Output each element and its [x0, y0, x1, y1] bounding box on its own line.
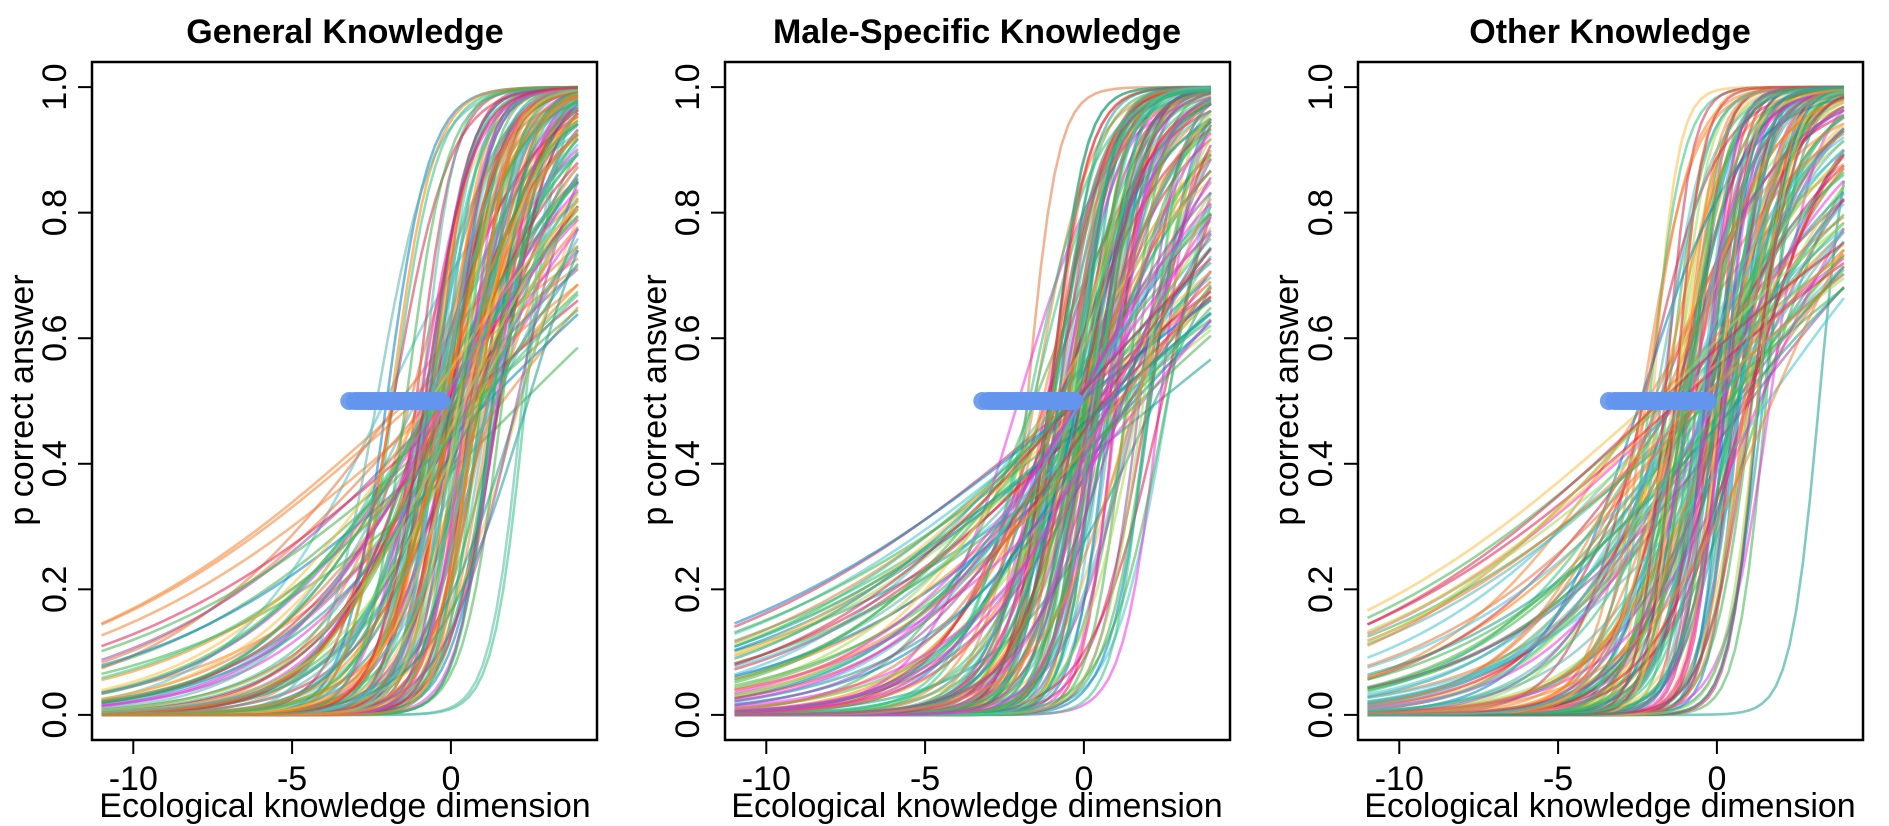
plot-content — [1366, 85, 1846, 717]
panel-title: Other Knowledge — [1469, 13, 1750, 51]
item-curve — [101, 199, 579, 712]
item-curve — [101, 133, 579, 716]
item-curve — [1367, 268, 1845, 681]
item-curve — [734, 176, 1213, 716]
item-curve — [1367, 92, 1845, 717]
item-curve — [101, 208, 579, 714]
item-curve — [734, 170, 1212, 711]
item-curve — [101, 188, 579, 708]
y-tick-label: 1.0 — [669, 63, 707, 110]
y-tick-label: 0.2 — [1302, 566, 1340, 613]
y-tick-label: 0.6 — [669, 315, 707, 362]
x-tick-label: -10 — [109, 760, 158, 798]
item-curve — [734, 202, 1212, 703]
panel-title: General Knowledge — [186, 13, 503, 51]
y-axis-label: p correct answer — [1268, 274, 1306, 525]
x-tick-label: 0 — [441, 760, 460, 798]
item-curve — [734, 191, 1212, 707]
y-axis-label: p correct answer — [636, 274, 674, 525]
y-tick-label: 1.0 — [36, 63, 74, 110]
item-curve — [101, 193, 579, 701]
y-tick-label: 0.4 — [1302, 440, 1340, 487]
axes: -10 -5 0 0.0 0.2 0.4 0.6 0.8 1.0 — [36, 63, 460, 798]
x-axis-label: Ecological knowledge dimension — [1364, 787, 1855, 825]
item-curve — [101, 115, 579, 716]
y-tick-label: 0.6 — [36, 315, 74, 362]
x-axis-label: Ecological knowledge dimension — [731, 787, 1222, 825]
x-tick-label: 0 — [1707, 760, 1726, 798]
item-curve — [734, 286, 1212, 692]
item-curve — [1366, 223, 1845, 644]
axes: -10 -5 0 0.0 0.2 0.4 0.6 0.8 1.0 — [669, 63, 1093, 798]
difficulty-point — [1698, 392, 1717, 410]
y-tick-label: 0.8 — [1302, 189, 1340, 236]
y-tick-label: 1.0 — [1302, 63, 1340, 110]
item-curve — [734, 312, 1212, 669]
item-curve — [101, 94, 579, 717]
y-tick-label: 0.2 — [669, 566, 707, 613]
difficulty-point — [1065, 392, 1084, 410]
item-curve — [101, 238, 580, 714]
item-curve — [1367, 248, 1846, 715]
x-tick-label: 0 — [1074, 760, 1093, 798]
panel-other-knowledge: Other Knowledge -10 -5 0 0.0 0.2 0.4 0.6 0.8 1.0… — [1268, 13, 1865, 825]
y-tick-label: 0.2 — [36, 566, 74, 613]
plot-content — [734, 85, 1213, 717]
item-curve — [1367, 297, 1845, 700]
x-tick-label: -10 — [742, 760, 791, 798]
plot-frame — [1356, 60, 1865, 742]
y-axis-label: p correct answer — [3, 274, 41, 525]
y-tick-label: 0.6 — [1302, 315, 1340, 362]
item-curve — [101, 246, 579, 703]
item-curve — [101, 214, 579, 695]
item-curve — [1366, 241, 1845, 626]
difficulty-point — [432, 392, 451, 410]
item-curve — [734, 312, 1212, 648]
y-tick-label: 0.4 — [36, 440, 74, 487]
y-tick-label: 0.0 — [669, 691, 707, 738]
y-tick-label: 0.8 — [669, 189, 707, 236]
plot-frame — [90, 60, 599, 742]
x-axis-label: Ecological knowledge dimension — [99, 787, 590, 825]
y-tick-label: 0.8 — [36, 189, 74, 236]
item-curve — [1367, 148, 1845, 713]
y-tick-label: 0.4 — [669, 440, 707, 487]
item-curve — [1367, 286, 1845, 690]
panel-male-specific-knowledge: Male-Specific Knowledge -10 -5 0 0.0 0.2 0.4 0… — [636, 13, 1232, 825]
panel-general-knowledge: General Knowledge -10 -5 0 0.0 0.2 0.4 0.6 0.8 1… — [3, 13, 599, 825]
axes: -10 -5 0 0.0 0.2 0.4 0.6 0.8 1.0 — [1302, 63, 1726, 798]
item-curve — [1367, 109, 1845, 715]
panel-title: Male-Specific Knowledge — [773, 13, 1181, 51]
plot-frame — [723, 60, 1232, 742]
x-tick-label: -5 — [277, 760, 307, 798]
item-curve — [734, 257, 1212, 667]
y-tick-label: 0.0 — [36, 691, 74, 738]
y-tick-label: 0.0 — [1302, 691, 1340, 738]
item-curve — [734, 205, 1212, 704]
plot-content — [100, 85, 580, 717]
item-curve — [734, 216, 1212, 713]
x-tick-label: -5 — [910, 760, 940, 798]
x-tick-label: -10 — [1375, 760, 1424, 798]
item-curve — [734, 334, 1212, 665]
item-curve — [101, 293, 579, 680]
x-tick-label: -5 — [1543, 760, 1573, 798]
